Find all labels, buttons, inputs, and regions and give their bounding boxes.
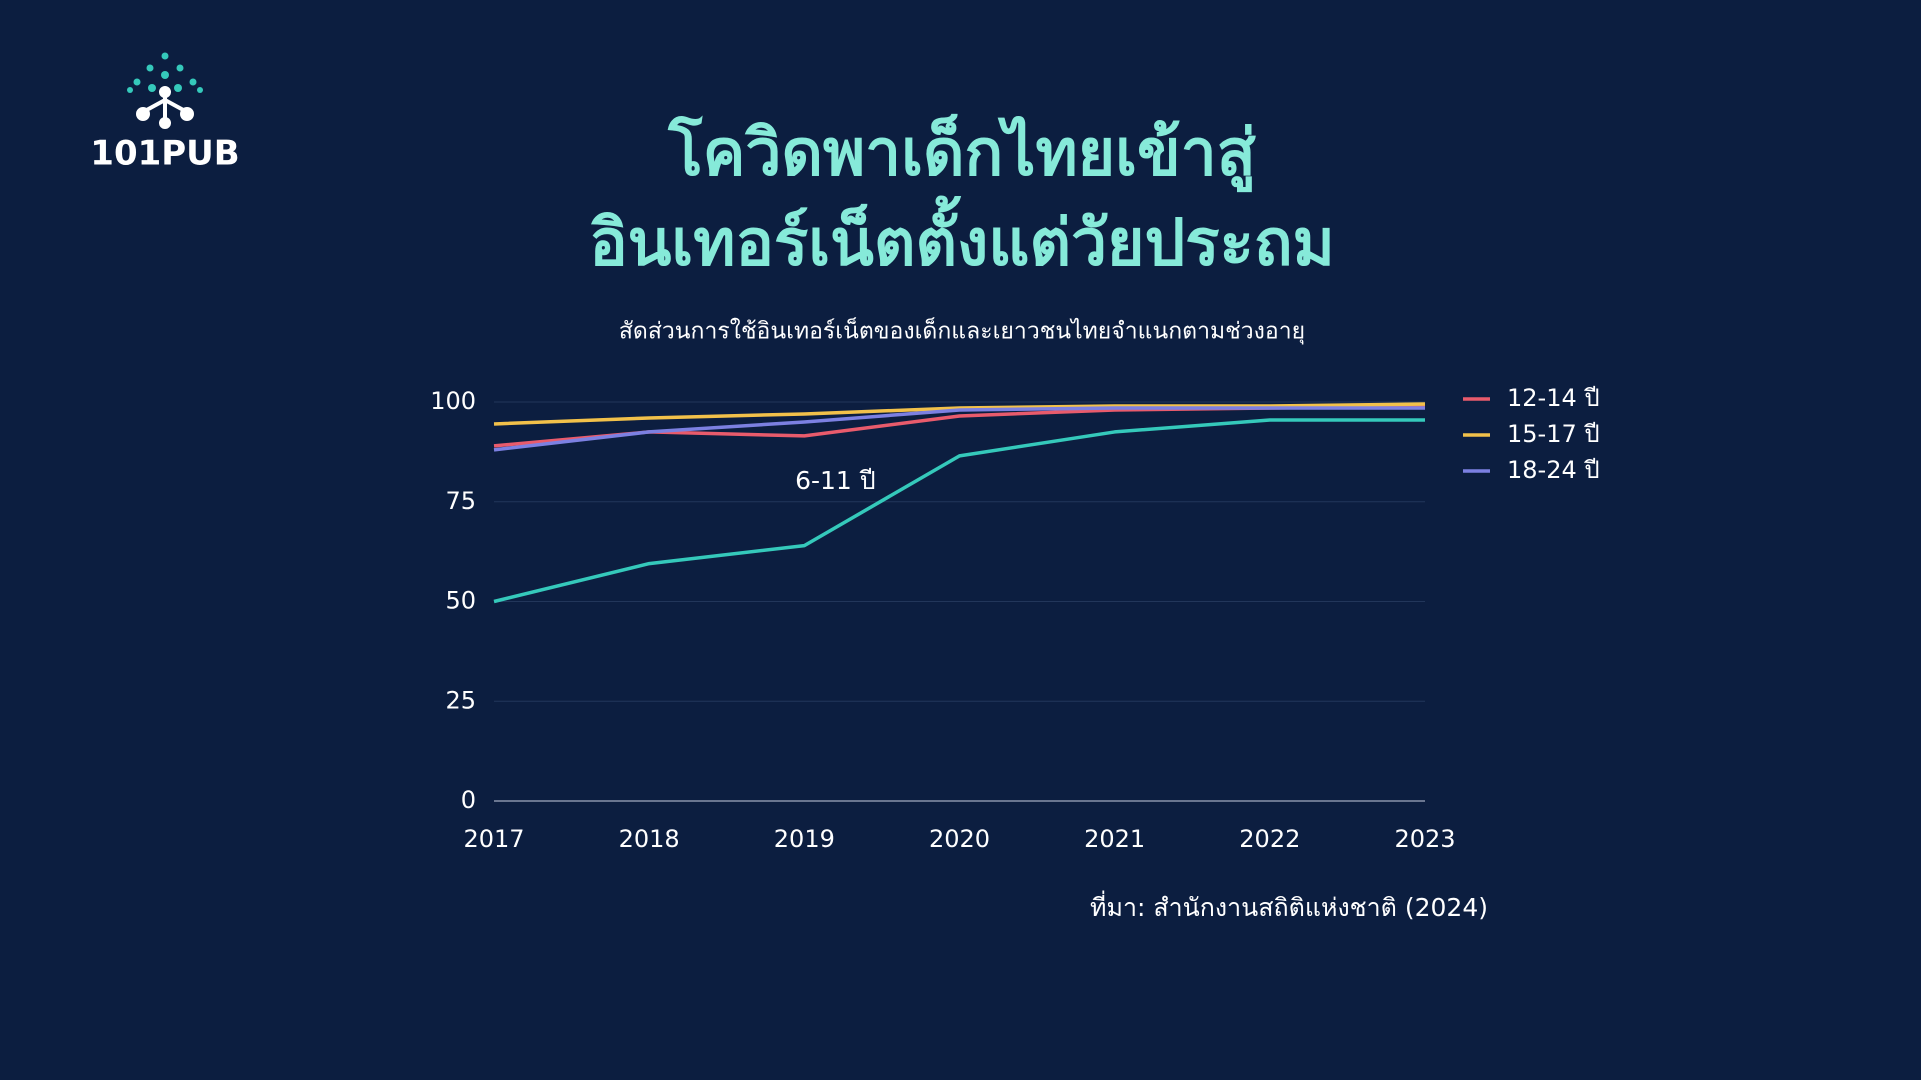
legend-label: 15-17 ปี — [1507, 420, 1600, 448]
y-tick-label: 25 — [445, 686, 476, 714]
logo-text: 101PUB — [90, 134, 239, 174]
y-tick-label: 75 — [445, 487, 476, 515]
y-tick-label: 0 — [461, 786, 476, 814]
x-tick-label: 2021 — [1084, 825, 1145, 853]
x-tick-label: 2019 — [774, 825, 835, 853]
logo-icon — [127, 52, 203, 129]
series-direct-label: 6-11 ปี — [795, 466, 876, 495]
y-tick-label: 100 — [430, 387, 476, 415]
x-tick-label: 2020 — [929, 825, 990, 853]
legend-label: 12-14 ปี — [1507, 384, 1600, 412]
chart-title: อินเทอร์เน็ตตั้งแต่วัยประถม — [589, 196, 1335, 281]
x-tick-label: 2017 — [463, 825, 524, 853]
legend-label: 18-24 ปี — [1507, 456, 1600, 484]
x-tick-label: 2023 — [1394, 825, 1455, 853]
x-tick-label: 2022 — [1239, 825, 1300, 853]
chart-title: โควิดพาเด็กไทยเข้าสู่ — [667, 115, 1256, 193]
series-line — [493, 406, 1425, 452]
series-line — [493, 404, 1426, 448]
x-tick-label: 2018 — [619, 825, 680, 853]
series-line — [493, 418, 1425, 604]
y-tick-label: 50 — [445, 587, 476, 615]
chart-subtitle: สัดส่วนการใช้อินเทอร์เน็ตของเด็กและเยาวช… — [619, 316, 1305, 345]
source: ที่มา: สำนักงานสถิติแห่งชาติ (2024) — [1090, 890, 1488, 922]
series-line — [493, 402, 1426, 426]
